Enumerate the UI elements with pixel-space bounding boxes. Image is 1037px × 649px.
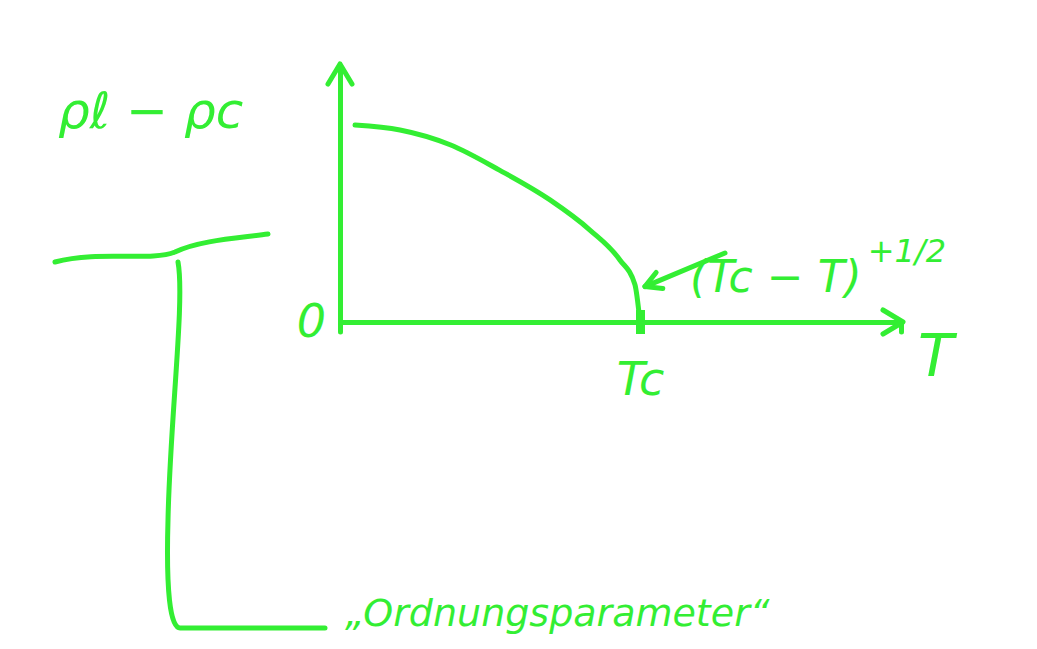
x-axis-title: T	[918, 322, 958, 390]
x-axis-arrow	[883, 310, 903, 334]
y-axis: 0	[297, 67, 341, 349]
annotation-arrowhead	[645, 273, 663, 289]
y-axis-line	[338, 67, 343, 323]
y-axis-arrow	[328, 64, 352, 84]
canvas: Tc0Tρℓ − ρc„Ordnungsparameter“(Tc − T)+1…	[0, 0, 1037, 649]
brace	[55, 234, 268, 262]
x-axis: Tc	[341, 310, 902, 406]
plot-area	[355, 125, 640, 322]
x-tick-label: Tc	[617, 352, 665, 406]
y-axis-title: ρℓ − ρc	[58, 82, 243, 140]
connector	[168, 262, 326, 628]
curve	[355, 125, 640, 322]
y-tick: 0	[297, 294, 340, 348]
caption: „Ordnungsparameter“	[345, 591, 770, 635]
y-tick-label: 0	[297, 294, 326, 348]
x-tick: Tc	[617, 310, 665, 406]
x-axis-line	[341, 323, 902, 333]
annotation-exponent: +1/2	[868, 232, 946, 270]
annotation-arrow	[645, 253, 725, 287]
